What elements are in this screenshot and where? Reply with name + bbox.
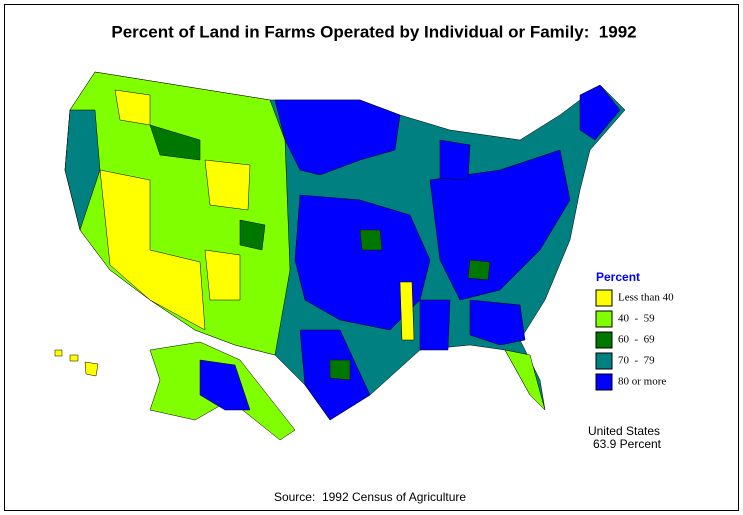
map-region [149,124,201,161]
legend-label: Less than 40 [618,292,674,304]
map-region [84,361,99,377]
map-region [204,159,251,211]
map-region [69,354,79,362]
legend-label: 60 - 69 [618,334,655,346]
legend-swatch [595,289,613,307]
legend-title: Percent [596,270,640,284]
map-region [99,169,206,331]
map-region [429,149,571,301]
map-region [64,109,101,231]
source-note: Source: 1992 Census of Agriculture [274,490,466,504]
map-region [114,89,151,126]
map-region [439,139,471,181]
map-region [274,99,401,176]
legend-swatch [595,352,613,370]
summary-value: 63.9 Percent [593,437,662,451]
map-region [359,229,383,251]
legend-swatch [595,331,613,349]
map-region [419,299,451,351]
us-map [54,71,626,441]
legend-label: 70 - 79 [618,355,655,367]
legend-swatch [595,373,613,391]
map-region [199,359,251,411]
legend-swatch [595,310,613,328]
legend: Less than 40 40 - 59 60 - 69 70 - 79 80 or m… [595,289,674,391]
map-region [399,281,415,341]
map-region [204,249,241,301]
legend-label: 40 - 59 [618,313,655,325]
summary-region: United States [588,424,660,438]
legend-label: 80 or more [618,376,666,388]
map-region [329,359,351,381]
map-region [504,349,546,411]
map-region [54,349,63,357]
map-region [467,259,491,281]
map-title: Percent of Land in Farms Operated by Ind… [111,22,636,41]
map-region [239,219,266,251]
map-region [579,84,621,141]
map-region [469,299,526,346]
